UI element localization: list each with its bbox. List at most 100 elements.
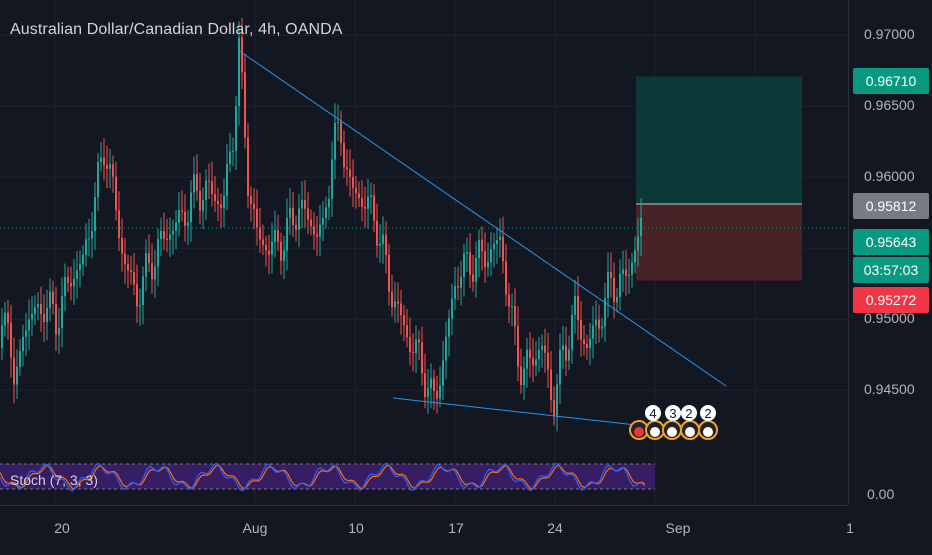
candle-body [28,319,30,331]
candle-body [58,328,60,335]
candle-body [550,369,552,400]
chart-title: Australian Dollar/Canadian Dollar, 4h, O… [10,21,343,38]
candle-body [211,181,213,195]
price-axis-label: 0.97000 [864,26,915,43]
entry-price-tag: 0.95812 [853,193,929,219]
candle-body [418,339,420,343]
candle-body [640,217,642,237]
candle-body [67,276,69,283]
time-axis-label: Sep [665,520,691,536]
candle-body [253,204,255,209]
candle-body [529,349,531,358]
candle-body [421,342,423,374]
candle-body [439,385,441,399]
candle-body [526,349,528,369]
candle-body [223,195,225,209]
candle-body [181,210,183,212]
event-count-badge [700,405,716,421]
candle-body [88,238,90,240]
candle-body [505,261,507,295]
candle-body [502,236,504,262]
candle-body [268,250,270,255]
candle-body [328,198,330,208]
candle-body [316,234,318,237]
last-price-tag: 0.95643 [853,229,929,255]
candle-body [475,258,477,282]
candle-body [148,253,150,263]
candle-body [4,312,6,326]
country-flag-icon [634,427,644,437]
candle-body [427,388,429,398]
candle-body [352,176,354,188]
candle-body [496,240,498,244]
candle-body [358,193,360,198]
country-flag-icon [685,427,695,437]
candle-body [79,264,81,270]
candle-body [94,197,96,232]
candle-body [73,278,75,287]
candle-body [322,218,324,225]
candle-body [139,304,141,307]
event-count-label: 4 [649,406,656,421]
candle-body [325,207,327,219]
candle-body [307,208,309,220]
candle-body [295,224,297,230]
candle-body [142,276,144,305]
candle-body [265,245,267,251]
time-axis[interactable] [0,505,932,550]
candle-body [112,164,114,177]
candle-body [232,150,234,152]
candle-body [46,308,48,323]
candle-body [613,277,615,303]
candle-body [586,343,588,349]
candle-body [229,151,231,164]
time-axis-divider [0,505,848,506]
candle-body [85,239,87,255]
stochastic-indicator-label[interactable]: Stoch (7, 3, 3) [10,472,98,488]
candle-body [184,211,186,226]
candle-body [226,163,228,196]
candle-body [445,336,447,361]
candle-body [394,301,396,308]
candle-body [625,269,627,277]
candle-body [7,312,9,323]
candle-body [196,174,198,191]
candle-body [511,306,513,308]
candle-body [241,37,243,73]
candle-body [313,226,315,235]
time-axis-label: Aug [242,520,268,536]
candle-body [235,106,237,151]
candle-body [610,271,612,278]
candle-body [37,304,39,308]
candle-body [601,326,603,329]
candle-body [382,234,384,244]
candle-body [121,237,123,254]
candle-body [532,357,534,366]
candle-body [346,167,348,170]
candle-body [637,236,639,251]
time-axis-label: 1 [846,520,854,536]
candle-body [460,276,462,288]
price-axis-label: 0.95000 [864,310,915,327]
event-count-label: 3 [669,406,676,421]
candle-body [277,230,279,242]
candle-body [334,123,336,160]
support-trendline [392,397,637,426]
candle-body [547,352,549,370]
candle-body [304,200,306,209]
time-axis-label: 24 [547,520,563,536]
candle-body [580,320,582,340]
candle-body [592,325,594,339]
candle-body [562,345,564,350]
candle-body [220,204,222,209]
bar-countdown-tag: 03:57:03 [853,257,929,283]
candle-body [631,262,633,275]
candle-body [442,360,444,386]
candle-body [490,249,492,263]
candle-body [472,274,474,282]
time-axis-label: 20 [54,520,70,536]
candle-body [259,227,261,240]
candle-body [520,366,522,386]
